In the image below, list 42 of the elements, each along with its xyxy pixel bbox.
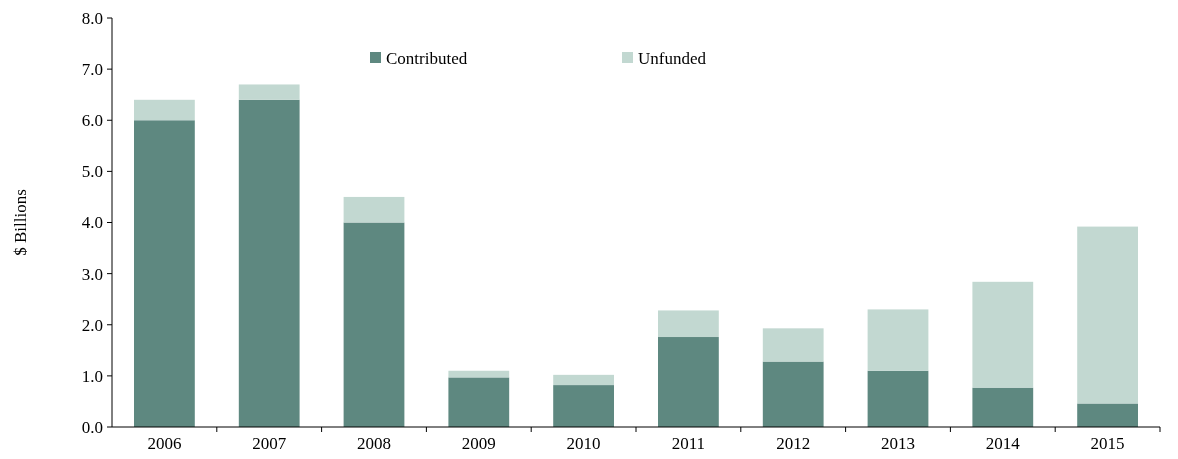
bar [134, 120, 195, 427]
x-tick-label: 2008 [357, 434, 391, 453]
x-tick-label: 2011 [671, 434, 706, 453]
y-tick-label: 7.0 [81, 60, 103, 80]
x-tick-label: 2012 [776, 434, 811, 453]
bar [658, 310, 719, 338]
y-tick-label: 1.0 [81, 366, 103, 386]
bar [238, 84, 300, 100]
y-tick-label: 6.0 [81, 111, 103, 131]
bar [762, 361, 824, 427]
bar [867, 370, 929, 427]
bar [238, 99, 300, 427]
y-tick-label: 0.0 [81, 417, 103, 437]
bar [448, 370, 510, 378]
y-tick-label: 2.0 [81, 315, 103, 335]
x-tick-label: 2010 [566, 434, 601, 453]
x-tick-label: 2009 [461, 434, 496, 453]
bar [972, 281, 1034, 388]
y-tick-label: 5.0 [81, 162, 103, 182]
x-tick-label: 2015 [1090, 434, 1125, 453]
y-axis-title: $ Billions [11, 189, 30, 256]
bar [343, 196, 405, 223]
bar [867, 309, 929, 371]
bar [972, 387, 1034, 427]
bar [762, 328, 824, 362]
x-tick-label: 2014 [985, 434, 1021, 453]
bar [658, 337, 719, 427]
bar [1077, 226, 1138, 404]
bar [343, 222, 405, 427]
x-tick-label: 2013 [881, 434, 915, 453]
legend-label: Unfunded [638, 48, 707, 68]
y-tick-label: 4.0 [81, 213, 103, 233]
bar [553, 374, 614, 386]
bar [553, 385, 614, 427]
bar [1077, 403, 1138, 427]
y-tick-label: 3.0 [81, 264, 103, 284]
bar [134, 99, 195, 121]
x-tick-label: 2006 [147, 434, 182, 453]
y-tick-label: 8.0 [81, 8, 103, 28]
legend-label: Contributed [386, 48, 468, 68]
x-tick-label: 2007 [252, 434, 287, 453]
bar [448, 377, 510, 427]
